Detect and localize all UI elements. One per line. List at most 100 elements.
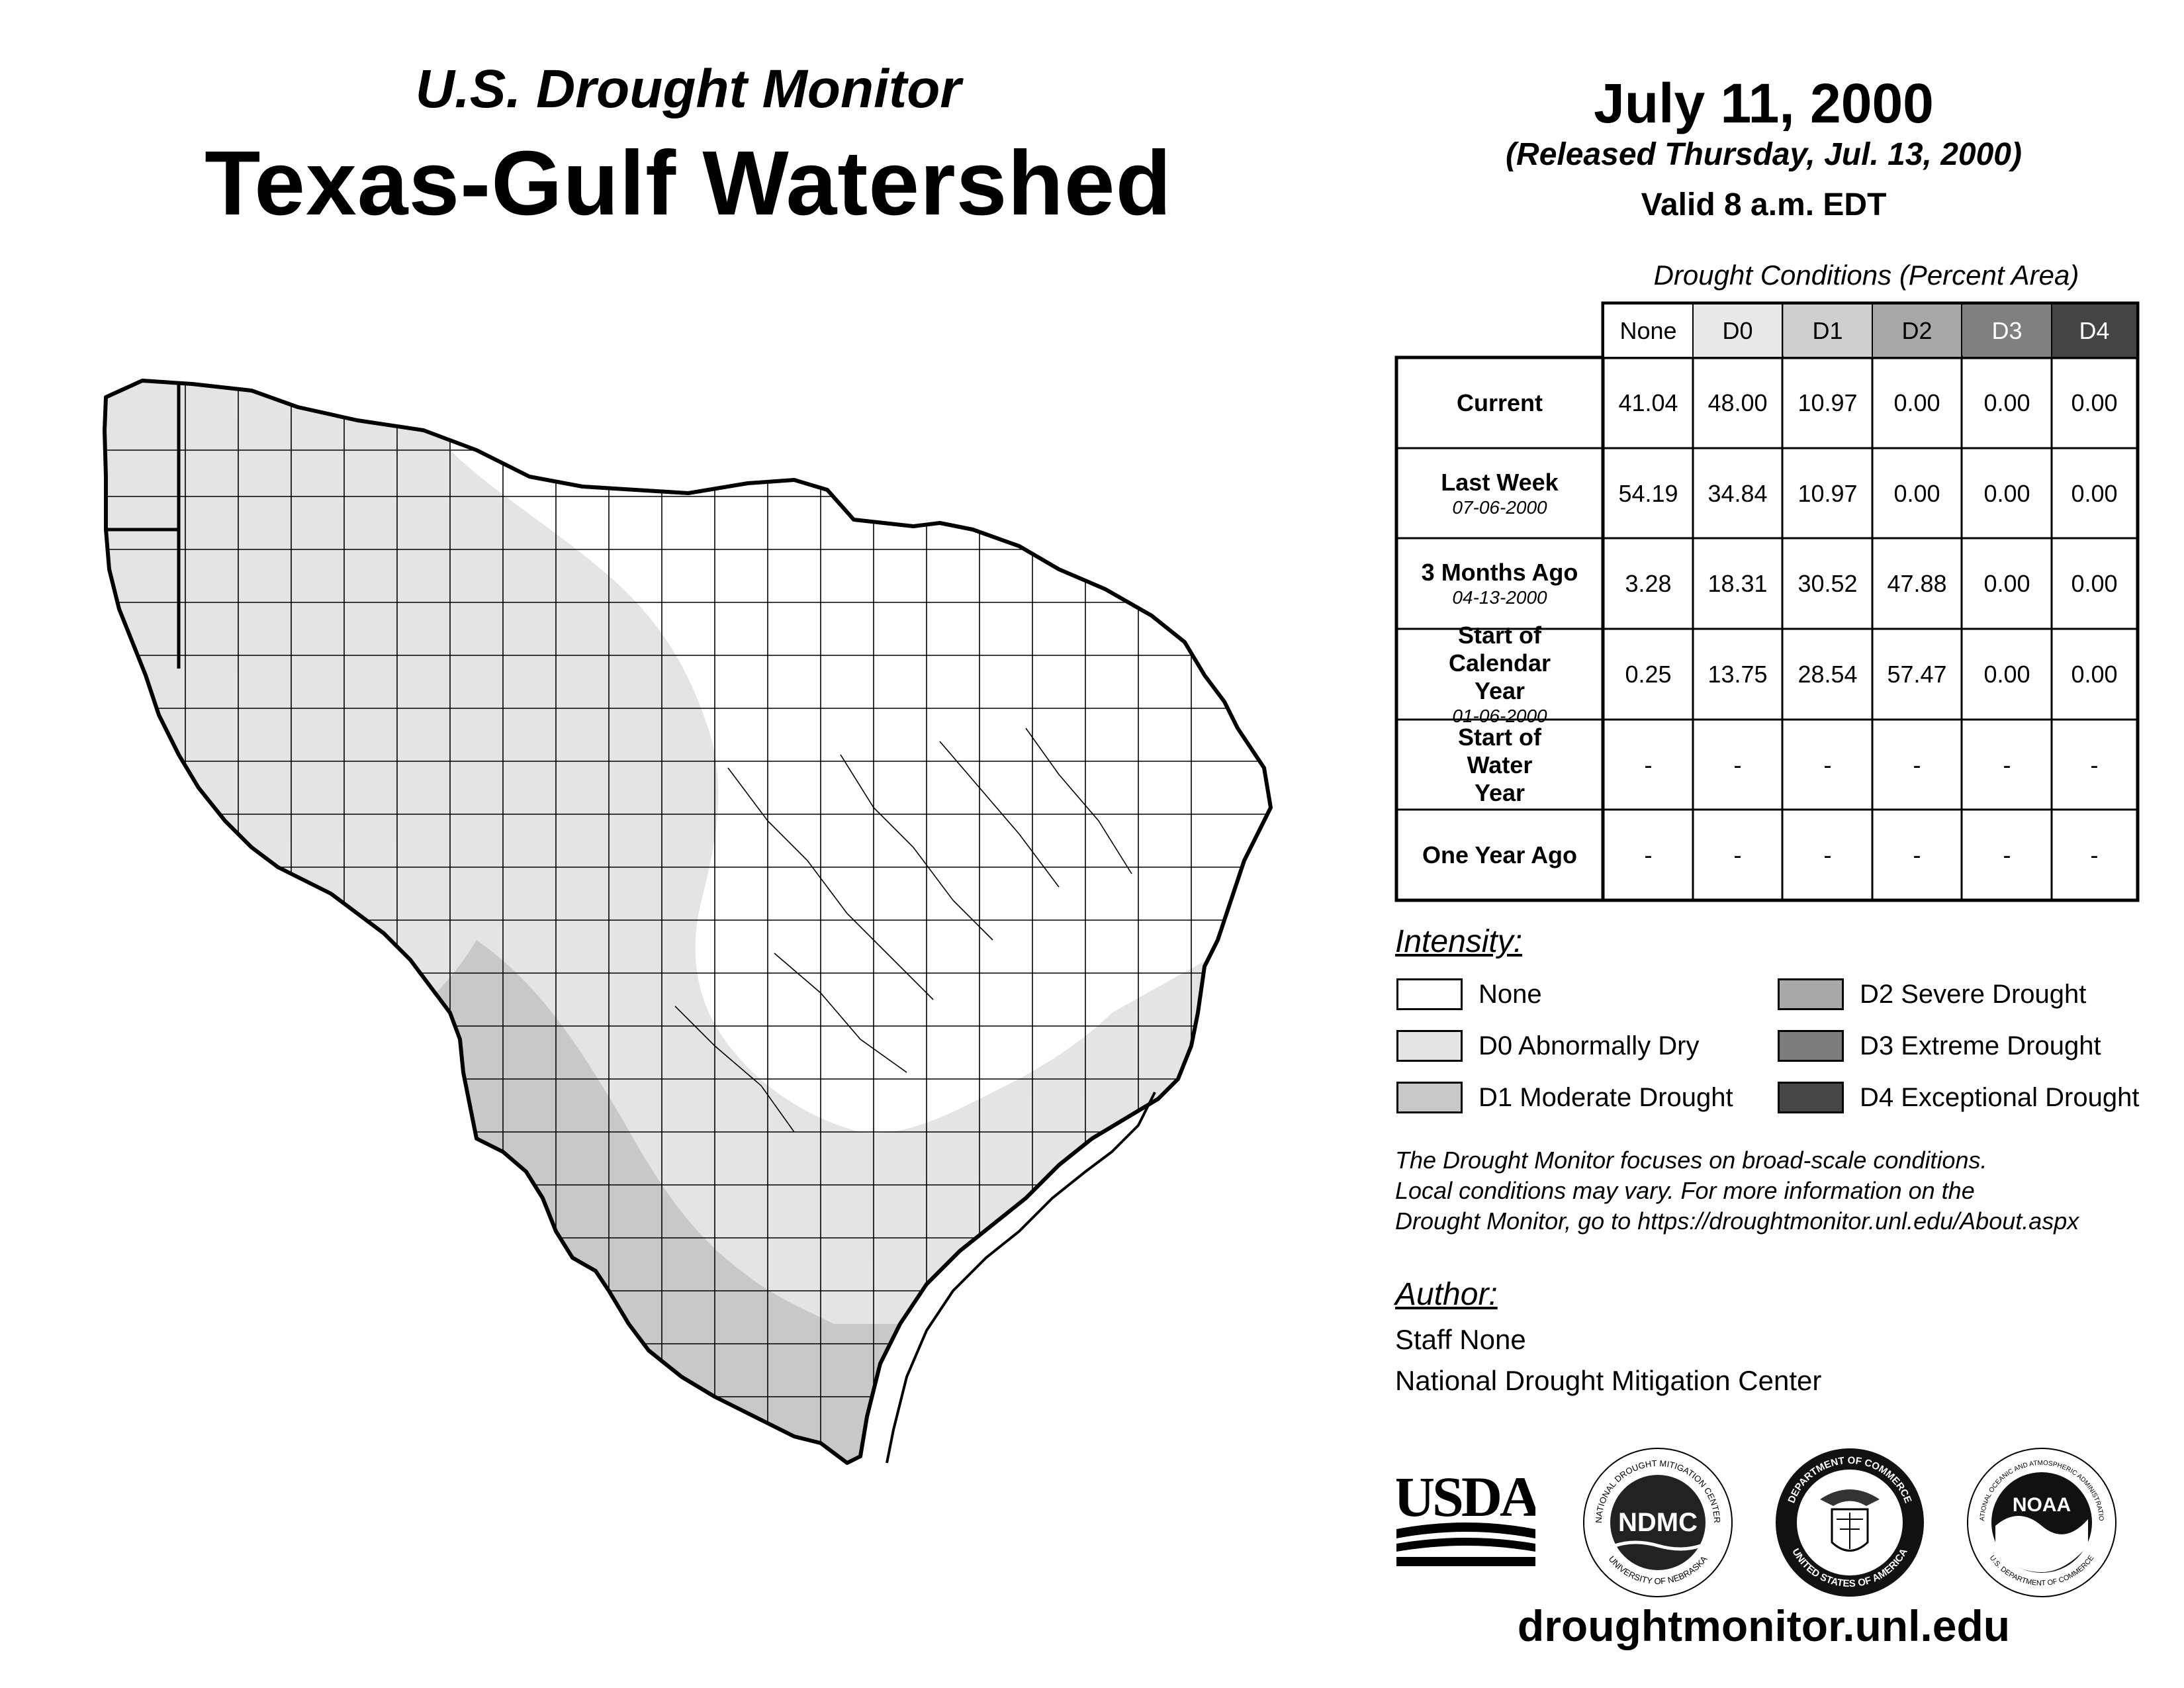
row-label: One Year Ago	[1422, 841, 1578, 868]
ndmc-wordmark: NDMC	[1618, 1508, 1698, 1537]
legend-swatch	[1396, 978, 1463, 1010]
table-cell: 0.00	[2071, 389, 2118, 416]
table-cell: -	[1644, 841, 1653, 868]
table-caption: Drought Conditions (Percent Area)	[1653, 259, 2079, 291]
table-cell: -	[1823, 751, 1832, 778]
table-cell: 0.25	[1625, 661, 1672, 688]
table-cell: 0.00	[1893, 479, 1940, 507]
legend-item-d4: D4 Exceptional Drought	[1778, 1082, 2139, 1113]
table-cell: 0.00	[1983, 479, 2030, 507]
table-cell: 0.00	[1893, 389, 1940, 416]
table-cell: 0.00	[2071, 661, 2118, 688]
table-cell: 0.00	[2071, 479, 2118, 507]
row-label-start-of-calendar-year: Start of Calendar Year 01-06-2000	[1398, 622, 1602, 726]
table-cell: -	[2090, 751, 2099, 778]
noaa-wordmark: NOAA	[2013, 1494, 2071, 1516]
table-cell: 0.00	[1983, 570, 2030, 597]
table-cell: 10.97	[1797, 479, 1858, 507]
row-label: Current	[1456, 389, 1543, 416]
row-label-3-months-ago: 3 Months Ago 04-13-2000	[1398, 539, 1602, 628]
legend-label: D2 Severe Drought	[1860, 979, 2087, 1009]
table-cell: 54.19	[1618, 479, 1678, 507]
watershed-boundary	[103, 379, 1273, 1465]
table-cell: 28.54	[1797, 661, 1858, 688]
table-cell: 30.52	[1797, 570, 1858, 597]
table-cell: -	[2003, 751, 2011, 778]
table-cell: 0.00	[1983, 661, 2030, 688]
legend-swatch	[1396, 1082, 1463, 1113]
row-label-last-week: Last Week 07-06-2000	[1398, 449, 1602, 538]
table-cell: -	[2090, 841, 2099, 868]
legend-item-d3: D3 Extreme Drought	[1778, 1030, 2101, 1062]
table-cell: 41.04	[1618, 389, 1678, 416]
table-cell: -	[1823, 841, 1832, 868]
legend-item-d0: D0 Abnormally Dry	[1396, 1030, 1699, 1062]
noaa-logo: NATIONAL OCEANIC AND ATMOSPHERIC ADMINIS…	[1966, 1446, 2116, 1597]
table-cell: 0.00	[1983, 389, 2030, 416]
disclaimer-text: The Drought Monitor focuses on broad-sca…	[1395, 1145, 2176, 1237]
table-cell: 57.47	[1887, 661, 1947, 688]
table-cell: 34.84	[1707, 479, 1768, 507]
map-subtitle: U.S. Drought Monitor	[415, 59, 962, 119]
table-cell: -	[1644, 751, 1653, 778]
col-header-none: None	[1604, 305, 1692, 357]
row-sublabel: 04-13-2000	[1452, 587, 1547, 608]
row-label-current: Current	[1398, 359, 1602, 447]
legend-label: None	[1479, 979, 1542, 1009]
department-of-commerce-seal: DEPARTMENT OF COMMERCE UNITED STATES OF …	[1776, 1448, 1924, 1597]
col-header-d4: D4	[2052, 305, 2136, 357]
table-cell: 3.28	[1625, 570, 1672, 597]
row-sublabel: 07-06-2000	[1452, 496, 1547, 518]
map-title: Texas-Gulf Watershed	[205, 132, 1172, 234]
row-label: Last Week	[1441, 468, 1559, 496]
legend-swatch	[1778, 1082, 1844, 1113]
disclaimer-line: The Drought Monitor focuses on broad-sca…	[1395, 1147, 1987, 1174]
table-cell: 18.31	[1707, 570, 1768, 597]
table-cell: -	[1913, 751, 1921, 778]
legend-label: D3 Extreme Drought	[1860, 1031, 2101, 1060]
barrier-island-coastline	[886, 1092, 1156, 1464]
table-cell: 47.88	[1887, 570, 1947, 597]
author-title: Author:	[1395, 1277, 1498, 1312]
website-url[interactable]: droughtmonitor.unl.edu	[1517, 1601, 2011, 1650]
row-label-one-year-ago: One Year Ago	[1398, 811, 1602, 899]
col-header-d1: D1	[1784, 305, 1872, 357]
usda-wordmark: USDA	[1396, 1465, 1535, 1528]
row-label: Start of Water Year	[1458, 723, 1541, 806]
release-date: (Released Thursday, Jul. 13, 2000)	[1506, 137, 2022, 172]
row-label-start-of-water-year: Start of Water Year	[1398, 721, 1602, 809]
legend-title: Intensity:	[1395, 924, 1523, 959]
legend-label: D4 Exceptional Drought	[1860, 1082, 2140, 1112]
col-header-d0: D0	[1694, 305, 1782, 357]
table-cell: -	[1733, 751, 1742, 778]
table-cell: 0.00	[2071, 570, 2118, 597]
table-cell: -	[1733, 841, 1742, 868]
col-header-d3: D3	[1963, 305, 2051, 357]
author-name: Staff None	[1395, 1324, 1526, 1355]
legend-item-d2: D2 Severe Drought	[1778, 978, 2086, 1010]
legend-item-d1: D1 Moderate Drought	[1396, 1082, 1733, 1113]
table-cell: 13.75	[1707, 661, 1768, 688]
table-cell: -	[1913, 841, 1921, 868]
author-organization: National Drought Mitigation Center	[1395, 1365, 1822, 1396]
disclaimer-line: Drought Monitor, go to https://droughtmo…	[1395, 1207, 2079, 1235]
table-cell: 10.97	[1797, 389, 1858, 416]
valid-time: Valid 8 a.m. EDT	[1641, 187, 1887, 222]
legend-swatch	[1778, 1030, 1844, 1062]
row-label: 3 Months Ago	[1421, 559, 1578, 586]
legend-label: D1 Moderate Drought	[1479, 1082, 1733, 1112]
watershed-map	[103, 379, 1273, 1465]
legend-swatch	[1396, 1030, 1463, 1062]
row-label: Start of Calendar Year	[1448, 622, 1551, 704]
legend-item-none: None	[1396, 978, 1542, 1010]
disclaimer-line: Local conditions may vary. For more info…	[1395, 1177, 1975, 1204]
map-date: July 11, 2000	[1594, 72, 1934, 134]
col-header-d2: D2	[1873, 305, 1961, 357]
row-sublabel: 01-06-2000	[1452, 706, 1547, 726]
legend-swatch	[1778, 978, 1844, 1010]
ndmc-logo: NATIONAL DROUGHT MITIGATION CENTER UNIVE…	[1583, 1448, 1733, 1597]
table-cell: 48.00	[1707, 389, 1768, 416]
usda-logo: USDA	[1396, 1465, 1535, 1566]
legend-label: D0 Abnormally Dry	[1479, 1031, 1700, 1060]
table-cell: -	[2003, 841, 2011, 868]
